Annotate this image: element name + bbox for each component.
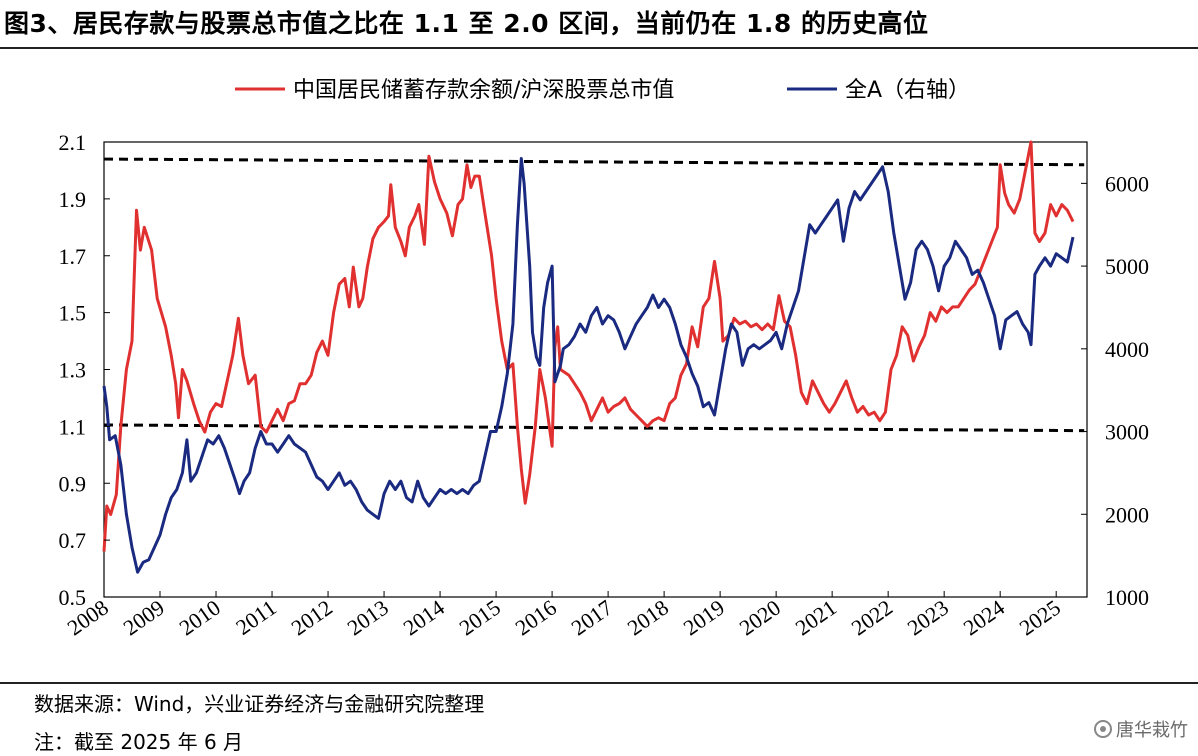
x-tick-label: 2015 [455, 595, 505, 641]
x-tick-label: 2009 [118, 595, 168, 641]
chart-title: 图3、居民存款与股票总市值之比在 1.1 至 2.0 区间，当前仍在 1.8 的… [4, 9, 929, 38]
x-tick-label: 2017 [567, 595, 617, 641]
title-divider [0, 47, 1198, 49]
x-tick-label: 2010 [175, 595, 225, 641]
legend: 中国居民储蓄存款余额/沪深股票总市值 全A（右轴） [235, 78, 970, 103]
plot-frame [103, 141, 1088, 598]
left-axis: 0.5 0.7 0.9 1.1 1.3 1.5 1.7 1.9 2.1 [59, 130, 110, 610]
x-tick-label: 2013 [343, 595, 393, 641]
x-tick-label: 2025 [1015, 595, 1065, 641]
x-tick-label: 2018 [623, 595, 673, 641]
right-axis: 1000 2000 3000 4000 5000 6000 [1081, 171, 1149, 610]
series-line-index [102, 157, 1075, 574]
x-tick-label: 2012 [287, 595, 337, 641]
left-tick-label: 0.5 [59, 585, 87, 610]
right-tick-label: 1000 [1105, 585, 1149, 610]
series-layer [102, 140, 1075, 574]
x-tick-label: 2016 [511, 595, 561, 641]
right-tick-label: 3000 [1105, 420, 1149, 445]
right-tick-label: 2000 [1105, 502, 1149, 527]
x-tick-label: 2024 [959, 595, 1009, 641]
x-tick-label: 2011 [231, 595, 281, 640]
x-axis: 2008 2009 2010 2011 2012 2013 2014 2015 2016 2017… [62, 591, 1065, 640]
left-tick-label: 0.7 [59, 528, 87, 553]
left-tick-label: 1.1 [59, 414, 87, 439]
date-note: 注：截至 2025 年 6 月 [34, 730, 244, 754]
reference-lines [103, 157, 1085, 433]
reference-line-1 [103, 423, 1085, 433]
left-tick-label: 1.3 [59, 358, 87, 383]
source-note: 数据来源：Wind，兴业证券经济与金融研究院整理 [34, 692, 485, 716]
right-tick-label: 4000 [1105, 337, 1149, 362]
series-line-ratio [102, 140, 1075, 552]
x-tick-label: 2019 [679, 595, 729, 641]
footer-divider [0, 682, 1198, 684]
left-tick-label: 1.9 [59, 187, 87, 212]
x-tick-label: 2020 [735, 595, 785, 641]
x-tick-label: 2023 [903, 595, 953, 641]
left-tick-label: 1.5 [59, 301, 87, 326]
x-tick-label: 2022 [847, 595, 897, 641]
watermark-text: 唐华栽竹 [1116, 720, 1188, 741]
reference-line-0 [103, 157, 1085, 167]
right-tick-label: 6000 [1105, 171, 1149, 196]
watermark: 唐华栽竹 [1094, 716, 1188, 742]
legend-label-ratio: 中国居民储蓄存款余额/沪深股票总市值 [293, 78, 674, 103]
left-tick-label: 0.9 [59, 471, 87, 496]
x-tick-label: 2021 [791, 595, 841, 641]
left-tick-label: 1.7 [59, 244, 87, 269]
x-tick-label: 2014 [399, 595, 449, 641]
chart: 中国居民储蓄存款余额/沪深股票总市值 全A（右轴） 0.5 0.7 0.9 1.1 1.… [59, 78, 1150, 640]
legend-label-index: 全A（右轴） [845, 78, 970, 103]
watermark-logo-icon [1094, 720, 1112, 738]
right-tick-label: 5000 [1105, 254, 1149, 279]
left-tick-label: 2.1 [59, 130, 87, 155]
